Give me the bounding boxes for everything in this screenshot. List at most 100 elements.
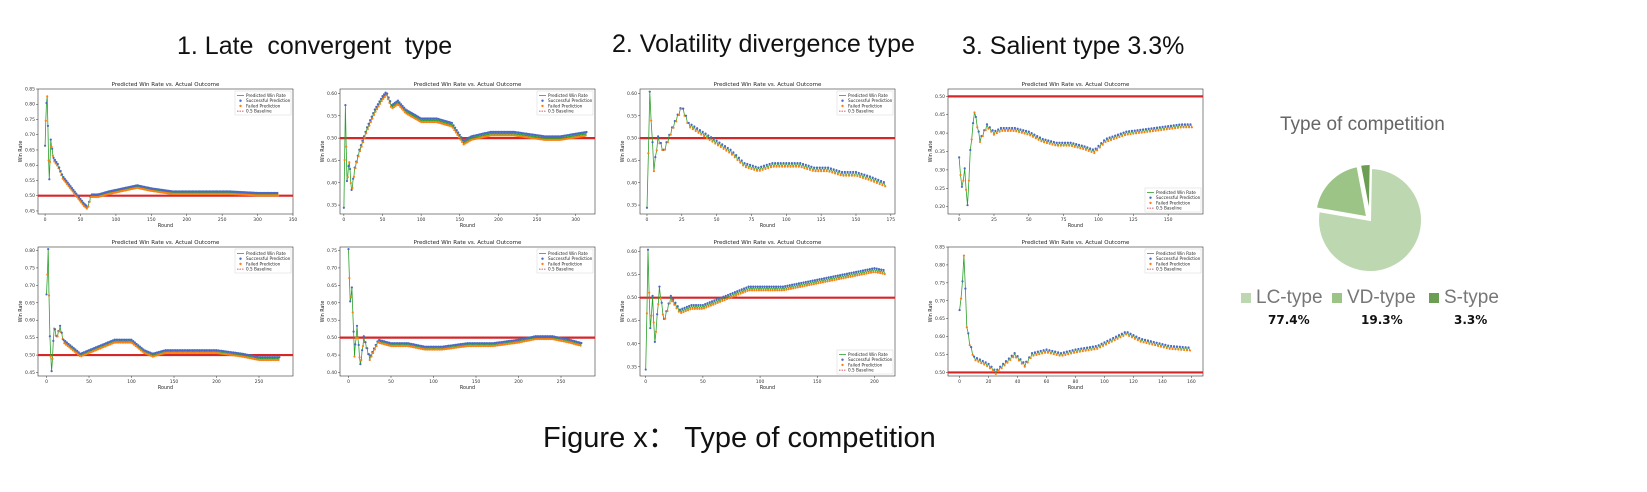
failed-prediction-point xyxy=(883,272,886,276)
successful-prediction-point xyxy=(1150,127,1153,130)
successful-prediction-point xyxy=(1175,123,1178,127)
failed-prediction-point xyxy=(1075,351,1079,354)
successful-prediction-point xyxy=(234,351,237,354)
failed-prediction-point xyxy=(422,120,425,124)
successful-prediction-point xyxy=(961,280,964,283)
x-tick-label: 150 xyxy=(813,379,822,385)
successful-prediction-point xyxy=(1033,351,1037,354)
successful-prediction-point xyxy=(864,268,867,272)
x-tick-label: 50 xyxy=(700,379,706,385)
failed-prediction-point xyxy=(548,337,552,341)
successful-prediction-point xyxy=(788,284,791,287)
successful-prediction-point xyxy=(760,165,763,168)
successful-prediction-point xyxy=(489,130,492,133)
failed-prediction-point xyxy=(163,352,166,355)
failed-prediction-point xyxy=(814,282,818,285)
failed-prediction-point xyxy=(881,272,884,275)
failed-prediction-point xyxy=(1026,133,1029,136)
failed-prediction-point xyxy=(1148,342,1151,345)
successful-prediction-point xyxy=(672,298,675,301)
failed-prediction-point xyxy=(547,337,550,341)
failed-prediction-point xyxy=(831,279,834,282)
failed-prediction-point xyxy=(1151,343,1154,346)
successful-prediction-point xyxy=(68,183,71,186)
failed-prediction-point xyxy=(1162,346,1165,349)
failed-prediction-point xyxy=(884,185,887,188)
failed-prediction-point xyxy=(1104,343,1108,346)
failed-prediction-point xyxy=(825,170,828,173)
failed-prediction-point xyxy=(547,138,550,141)
successful-prediction-point xyxy=(79,197,82,201)
successful-prediction-point xyxy=(738,289,741,292)
failed-prediction-point xyxy=(847,174,851,177)
successful-prediction-point xyxy=(56,162,59,166)
successful-prediction-point xyxy=(157,350,160,354)
successful-prediction-point xyxy=(425,345,428,348)
legend-marker-failed xyxy=(1149,262,1152,266)
successful-prediction-point xyxy=(69,344,72,347)
failed-prediction-point xyxy=(78,354,81,357)
failed-prediction-point xyxy=(990,130,993,133)
failed-prediction-point xyxy=(803,284,806,288)
y-axis-label: Win Rate xyxy=(928,301,934,323)
failed-prediction-point xyxy=(382,342,385,346)
failed-prediction-point xyxy=(734,294,738,297)
successful-prediction-point xyxy=(843,273,846,276)
failed-prediction-point xyxy=(507,134,510,137)
failed-prediction-point xyxy=(1056,144,1060,147)
y-tick-label: 0.55 xyxy=(627,272,637,278)
successful-prediction-point xyxy=(348,167,352,171)
successful-prediction-point xyxy=(877,178,880,181)
successful-prediction-point xyxy=(857,171,860,175)
successful-prediction-point xyxy=(1041,137,1044,141)
successful-prediction-point xyxy=(849,170,852,174)
successful-prediction-point xyxy=(559,336,563,340)
failed-prediction-point xyxy=(820,170,823,173)
successful-prediction-point xyxy=(488,342,491,345)
successful-prediction-point xyxy=(754,285,757,288)
y-tick-label: 0.70 xyxy=(935,298,945,304)
failed-prediction-point xyxy=(708,138,711,141)
failed-prediction-point xyxy=(753,168,756,171)
successful-prediction-point xyxy=(476,342,479,345)
legend-entry: Failed Prediction xyxy=(1156,200,1191,205)
failed-prediction-point xyxy=(161,352,165,355)
x-tick-label: 20 xyxy=(986,379,992,385)
successful-prediction-point xyxy=(350,188,353,191)
failed-prediction-point xyxy=(810,283,813,286)
failed-prediction-point xyxy=(436,348,439,351)
successful-prediction-point xyxy=(1077,143,1081,146)
failed-prediction-point xyxy=(165,351,168,355)
successful-prediction-point xyxy=(729,148,732,151)
y-tick-label: 0.50 xyxy=(25,193,35,199)
successful-prediction-point xyxy=(539,335,542,338)
successful-prediction-point xyxy=(1016,127,1019,130)
successful-prediction-point xyxy=(674,301,677,304)
y-axis-label: Win Rate xyxy=(18,141,24,163)
successful-prediction-point xyxy=(52,339,55,343)
failed-prediction-point xyxy=(705,306,708,309)
successful-prediction-point xyxy=(795,282,798,285)
failed-prediction-point xyxy=(1187,126,1191,129)
successful-prediction-point xyxy=(128,338,131,341)
x-tick-label: 150 xyxy=(852,217,861,223)
successful-prediction-point xyxy=(565,337,568,341)
successful-prediction-point xyxy=(506,130,509,133)
failed-prediction-point xyxy=(1068,144,1071,147)
failed-prediction-point xyxy=(387,344,390,347)
failed-prediction-point xyxy=(394,104,397,107)
failed-prediction-point xyxy=(579,344,582,347)
successful-prediction-point xyxy=(779,285,782,288)
successful-prediction-point xyxy=(415,343,418,347)
chart-title: Predicted Win Rate vs. Actual Outcome xyxy=(1022,82,1130,88)
failed-prediction-point xyxy=(1017,130,1021,134)
failed-prediction-point xyxy=(83,353,86,356)
failed-prediction-point xyxy=(1012,129,1015,133)
failed-prediction-point xyxy=(1020,131,1023,134)
successful-prediction-point xyxy=(478,342,481,345)
failed-prediction-point xyxy=(567,341,570,344)
failed-prediction-point xyxy=(429,348,433,351)
x-tick-label: 140 xyxy=(1158,379,1167,385)
failed-prediction-point xyxy=(441,348,444,351)
failed-prediction-point xyxy=(406,344,409,348)
